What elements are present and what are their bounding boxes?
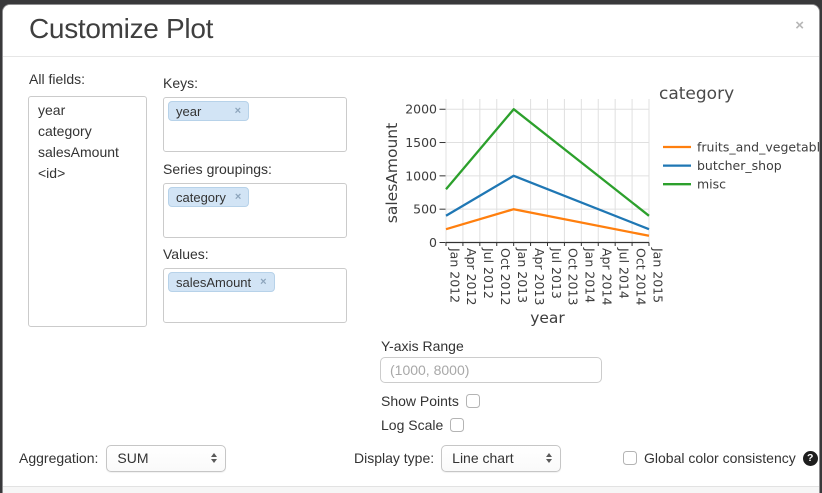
all-fields-label: All fields:	[29, 71, 86, 87]
series-grouping-tag[interactable]: category ×	[168, 187, 250, 207]
list-item[interactable]: salesAmount	[38, 144, 119, 160]
log-scale-label: Log Scale	[381, 417, 444, 433]
show-points-checkbox[interactable]	[465, 394, 480, 408]
y-axis-range-input[interactable]	[380, 357, 602, 383]
svg-text:category: category	[659, 84, 734, 104]
global-color-row: Global color consistency ?	[623, 443, 818, 473]
list-item[interactable]: year	[38, 102, 66, 118]
dialog-header: Customize Plot ×	[3, 5, 819, 57]
global-color-checkbox[interactable]	[623, 451, 637, 465]
display-type-select-value: Line chart	[452, 450, 514, 466]
svg-text:salesAmount: salesAmount	[383, 123, 401, 223]
svg-text:Jan 2012: Jan 2012	[447, 247, 462, 303]
svg-text:1000: 1000	[405, 168, 437, 183]
svg-text:500: 500	[413, 202, 437, 217]
aggregation-select-value: SUM	[117, 450, 149, 466]
svg-text:Jul 2013: Jul 2013	[549, 247, 564, 299]
svg-text:Apr 2014: Apr 2014	[600, 248, 615, 305]
dialog-title: Customize Plot	[29, 13, 214, 44]
key-tag[interactable]: year ×	[168, 101, 249, 121]
display-type-select[interactable]: Line chart	[441, 444, 562, 472]
aggregation-label: Aggregation:	[19, 450, 99, 466]
svg-text:Jan 2014: Jan 2014	[583, 247, 598, 303]
all-fields-listbox: year category salesAmount <id>	[28, 96, 147, 327]
values-dropzone[interactable]: salesAmount ×	[163, 268, 347, 323]
keys-dropzone[interactable]: year ×	[163, 97, 347, 152]
list-item[interactable]: category	[38, 123, 92, 139]
svg-text:Jul 2014: Jul 2014	[616, 247, 631, 299]
show-points-label: Show Points	[381, 393, 459, 409]
svg-text:2000: 2000	[405, 102, 437, 117]
help-icon[interactable]: ?	[802, 450, 818, 466]
svg-text:0: 0	[429, 235, 437, 250]
chart-figure: 0 500 1000 1500 2000 Jan 2012 Apr 2012 Jul 2012…	[376, 61, 820, 347]
display-type-label: Display type:	[354, 450, 435, 466]
series-grouping-tag-label: category	[176, 189, 226, 205]
series-groupings-dropzone[interactable]: category ×	[163, 183, 347, 238]
select-stepper-icon	[211, 453, 218, 463]
aggregation-select[interactable]: SUM	[106, 444, 227, 472]
y-axis-range-label: Y-axis Range	[381, 338, 464, 354]
svg-text:butcher_shop: butcher_shop	[697, 158, 782, 173]
remove-tag-icon[interactable]: ×	[234, 105, 241, 117]
list-item[interactable]: <id>	[38, 165, 66, 181]
remove-tag-icon[interactable]: ×	[234, 191, 242, 203]
svg-text:year: year	[530, 309, 565, 327]
svg-text:1500: 1500	[405, 135, 437, 150]
key-tag-label: year	[176, 103, 202, 119]
values-label: Values:	[163, 246, 209, 262]
display-type-row: Display type: Line chart	[354, 443, 562, 473]
svg-text:Oct 2012: Oct 2012	[498, 248, 513, 305]
svg-text:Jul 2012: Jul 2012	[481, 247, 496, 299]
line-chart-svg: 0 500 1000 1500 2000 Jan 2012 Apr 2012 Jul 2012…	[383, 84, 820, 327]
svg-text:Apr 2013: Apr 2013	[532, 248, 547, 305]
svg-text:Oct 2013: Oct 2013	[566, 248, 581, 305]
value-tag[interactable]: salesAmount ×	[168, 272, 275, 292]
customize-plot-dialog: Customize Plot × All fields: year categor…	[2, 4, 820, 493]
value-tag-label: salesAmount	[176, 274, 252, 290]
global-color-label: Global color consistency	[644, 450, 796, 466]
svg-text:Apr 2012: Apr 2012	[464, 248, 479, 305]
select-stepper-icon	[546, 453, 553, 463]
svg-text:fruits_and_vegetables: fruits_and_vegetables	[697, 139, 820, 154]
svg-text:Oct 2014: Oct 2014	[633, 248, 648, 305]
remove-tag-icon[interactable]: ×	[260, 276, 267, 288]
svg-text:Jan 2015: Jan 2015	[650, 247, 665, 303]
aggregation-row: Aggregation: SUM	[19, 443, 227, 473]
show-points-row: Show Points	[381, 393, 480, 409]
svg-text:Jan 2013: Jan 2013	[515, 247, 530, 303]
log-scale-checkbox[interactable]	[450, 418, 465, 432]
svg-text:misc: misc	[697, 177, 726, 192]
log-scale-row: Log Scale	[381, 417, 465, 433]
close-icon[interactable]: ×	[795, 17, 804, 34]
dialog-footer-edge	[3, 486, 819, 493]
series-groupings-label: Series groupings:	[163, 161, 272, 177]
keys-label: Keys:	[163, 75, 199, 91]
